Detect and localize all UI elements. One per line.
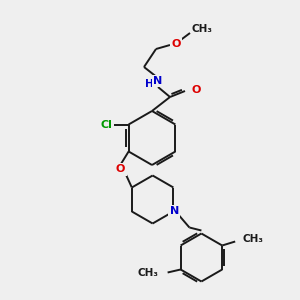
Text: CH₃: CH₃: [138, 268, 159, 278]
Text: CH₃: CH₃: [242, 235, 263, 244]
Text: O: O: [191, 85, 200, 95]
Text: Cl: Cl: [101, 119, 112, 130]
Text: N: N: [170, 206, 179, 217]
Text: O: O: [116, 164, 125, 175]
Text: CH₃: CH₃: [192, 24, 213, 34]
Text: N: N: [153, 76, 163, 86]
Text: H: H: [145, 79, 154, 89]
Text: O: O: [171, 39, 181, 49]
